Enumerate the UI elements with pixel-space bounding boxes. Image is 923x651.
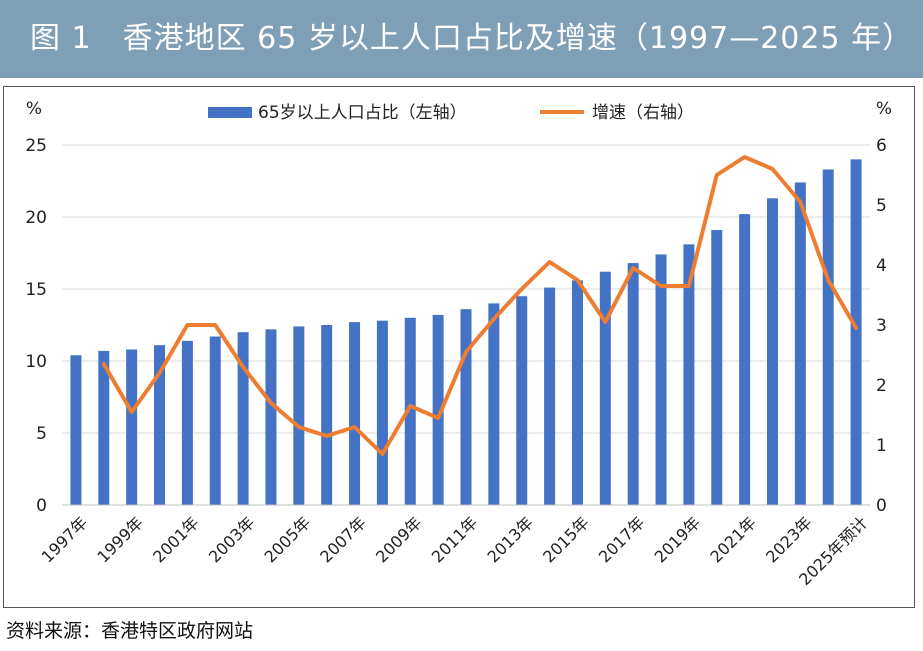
left-tick-label: 5 (36, 424, 47, 444)
legend-swatch-bar (208, 107, 252, 118)
bar (627, 263, 639, 505)
left-tick-label: 0 (36, 496, 47, 516)
legend: 65岁以上人口占比（左轴） 增速（右轴） (208, 103, 694, 123)
x-tick-label: 2001年 (149, 513, 203, 567)
right-tick-label: 3 (876, 316, 887, 336)
bar (599, 271, 611, 505)
x-tick-label: 2009年 (372, 513, 426, 567)
bar (794, 182, 806, 505)
bar (711, 229, 723, 505)
bar (154, 345, 166, 505)
right-tick-label: 1 (876, 436, 887, 456)
right-tick-label: 5 (876, 196, 887, 216)
bar (544, 287, 556, 505)
x-tick-label: 2007年 (316, 513, 370, 567)
chart-frame (3, 86, 915, 608)
bar (655, 254, 667, 505)
bar (460, 309, 472, 505)
growth-line (101, 155, 859, 456)
x-tick-label: 2015年 (539, 513, 593, 567)
right-tick-label: 4 (876, 256, 887, 276)
x-tick-label: 2005年 (261, 513, 315, 567)
bar (181, 340, 193, 505)
bar (822, 169, 834, 506)
x-tick-label: 2017年 (595, 513, 649, 567)
bar (683, 244, 695, 506)
chart-title: 图 1 香港地区 65 岁以上人口占比及增速（1997—2025 年） (0, 0, 923, 78)
bar (739, 214, 751, 505)
bar (321, 325, 333, 505)
bar (376, 320, 388, 505)
bar (516, 296, 528, 505)
bar (126, 349, 138, 505)
left-tick-label: 10 (25, 352, 47, 372)
x-tick-label: 2011年 (428, 513, 482, 567)
source-note: 资料来源：香港特区政府网站 (6, 620, 254, 642)
bar (293, 326, 305, 505)
bar (98, 350, 110, 505)
right-axis-unit: % (876, 99, 892, 119)
legend-label-line: 增速（右轴） (592, 103, 694, 123)
left-axis-unit: % (26, 99, 42, 119)
x-tick-label: 2021年 (706, 513, 760, 567)
bar (404, 317, 416, 505)
x-tick-label: 1999年 (93, 513, 147, 567)
bar (209, 336, 221, 505)
bar (488, 303, 500, 505)
bar (265, 329, 277, 505)
right-tick-label: 6 (876, 136, 887, 156)
x-tick-label: 2003年 (205, 513, 259, 567)
left-tick-label: 25 (25, 136, 47, 156)
bar (432, 314, 444, 505)
right-tick-label: 2 (876, 376, 887, 396)
legend-label-bar: 65岁以上人口占比（左轴） (258, 103, 467, 123)
x-tick-label: 2023年 (762, 513, 816, 567)
bar (850, 159, 862, 505)
right-tick-label: 0 (876, 496, 887, 516)
left-tick-label: 20 (25, 208, 47, 228)
bar (571, 280, 583, 505)
line-series (101, 155, 859, 456)
left-tick-label: 15 (25, 280, 47, 300)
x-tick-label: 2019年 (651, 513, 705, 567)
x-tick-label: 2013年 (483, 513, 537, 567)
bar (70, 355, 82, 505)
x-tick-label: 1997年 (38, 513, 92, 567)
bar (766, 198, 778, 505)
bar (349, 322, 361, 505)
bar (237, 332, 249, 505)
bar-series (70, 159, 862, 506)
